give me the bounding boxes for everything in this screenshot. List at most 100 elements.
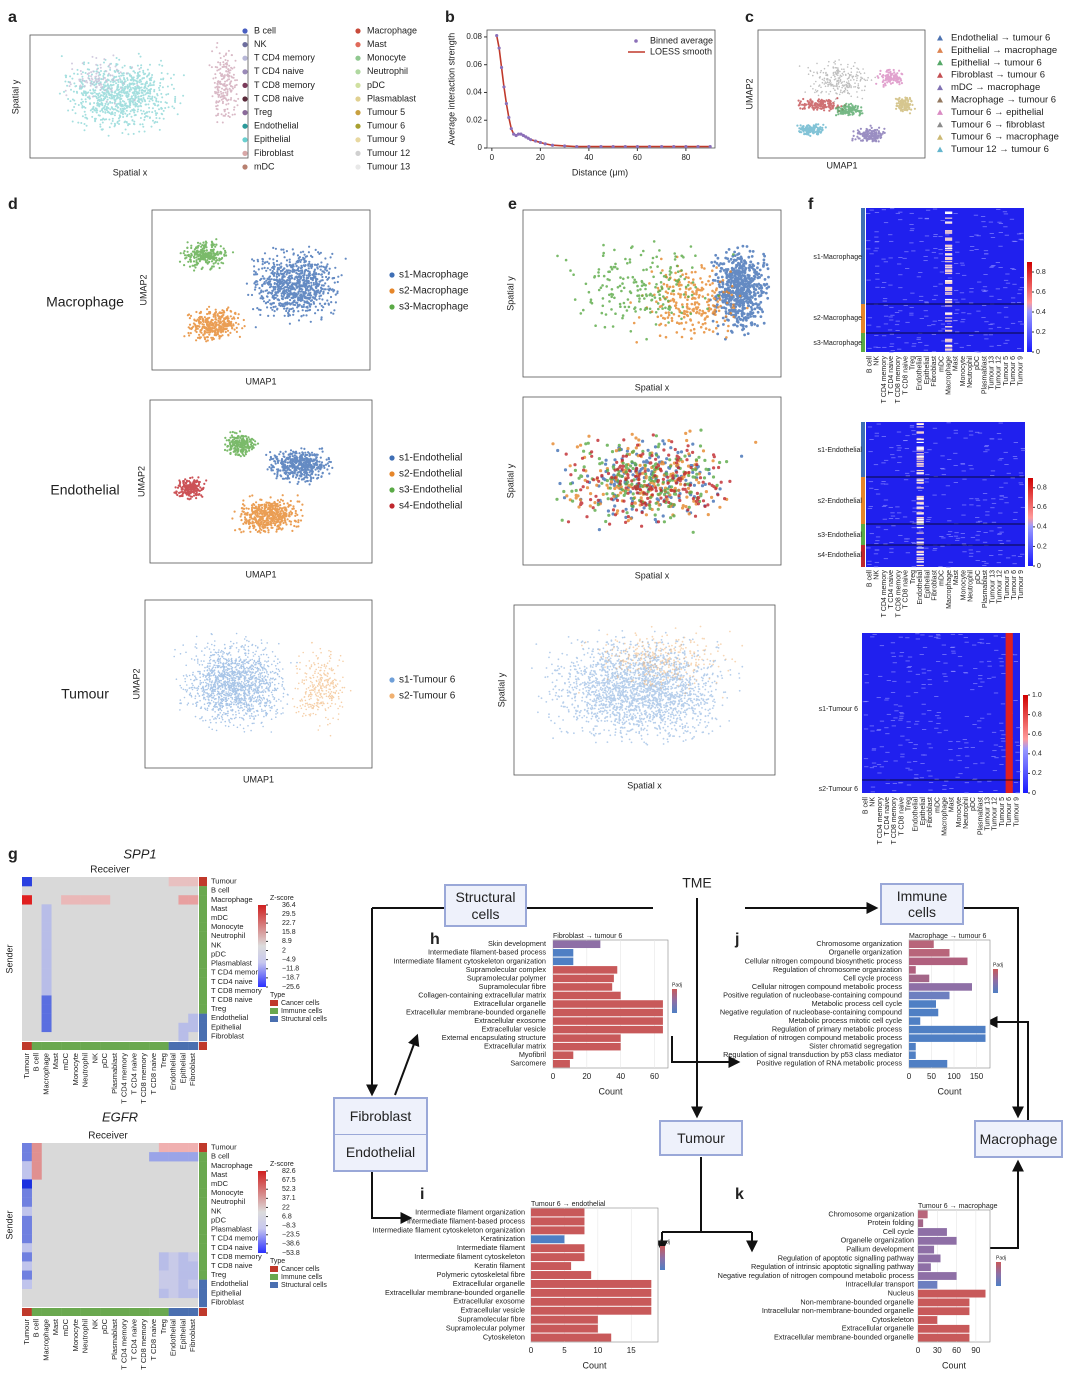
cell-dot xyxy=(866,128,869,131)
cell-dot xyxy=(271,308,274,311)
legend-marker xyxy=(937,59,943,66)
cell-dot xyxy=(266,511,269,514)
cell-dot xyxy=(322,306,325,309)
cell-dot xyxy=(304,309,307,312)
cell-dot xyxy=(143,130,146,133)
cell-dot xyxy=(211,338,214,341)
cell-dot xyxy=(307,264,310,267)
cell-dot xyxy=(836,79,839,82)
cell-dot xyxy=(847,108,851,111)
cell-dot xyxy=(101,128,104,131)
cell-dot xyxy=(326,299,329,302)
cell-dot xyxy=(840,75,843,78)
binned-point xyxy=(575,145,579,149)
cell-dot xyxy=(259,510,262,513)
cell-dot xyxy=(144,112,147,115)
cell-dot xyxy=(259,313,262,316)
cell-dot xyxy=(870,126,873,129)
cell-dot xyxy=(92,88,95,91)
cell-dot xyxy=(302,258,305,261)
cell-dot xyxy=(233,312,236,315)
cell-dot xyxy=(848,73,851,76)
cell-dot xyxy=(843,109,846,112)
cell-dot xyxy=(344,257,347,260)
cell-dot xyxy=(98,78,101,81)
cell-dot xyxy=(214,329,217,332)
cell-dot xyxy=(327,458,331,461)
cell-dot xyxy=(76,91,79,94)
cell-dot xyxy=(116,106,119,109)
cell-dot xyxy=(219,245,222,248)
cell-dot xyxy=(96,97,98,100)
cell-dot xyxy=(301,309,304,312)
cell-dot xyxy=(263,507,266,511)
cell-dot xyxy=(860,76,862,79)
cell-dot xyxy=(223,110,226,113)
binned-point xyxy=(514,133,518,138)
cell-dot xyxy=(296,458,299,461)
cell-dot xyxy=(809,134,812,137)
cell-dot xyxy=(136,77,139,80)
cell-dot xyxy=(128,101,131,104)
cell-dot xyxy=(851,75,853,78)
cell-dot xyxy=(111,101,114,104)
cell-dot xyxy=(280,282,283,285)
cell-dot xyxy=(292,313,295,316)
cell-dot xyxy=(275,259,279,263)
cell-dot xyxy=(208,64,211,67)
cell-dot xyxy=(911,103,914,106)
legend-label: NK xyxy=(254,39,267,49)
cell-dot xyxy=(189,256,192,259)
cell-dot xyxy=(850,79,852,81)
cell-dot xyxy=(204,252,207,255)
cell-dot xyxy=(336,280,339,284)
cell-dot xyxy=(143,116,146,119)
cell-dot xyxy=(125,109,128,112)
cell-dot xyxy=(278,501,281,504)
cell-dot xyxy=(820,101,823,104)
cell-dot xyxy=(274,247,277,250)
cell-dot xyxy=(898,83,901,86)
cell-dot xyxy=(320,273,323,276)
cell-dot xyxy=(304,255,307,258)
cell-dot xyxy=(312,281,315,285)
cell-dot xyxy=(111,120,114,122)
cell-dot xyxy=(113,95,115,98)
cell-dot xyxy=(320,265,323,268)
cell-dot xyxy=(208,333,211,336)
cell-dot xyxy=(123,104,126,107)
cell-dot xyxy=(311,265,314,268)
cell-dot xyxy=(334,301,337,304)
cell-dot xyxy=(316,309,320,312)
cell-dot xyxy=(188,258,192,261)
cell-dot xyxy=(336,292,339,295)
cell-dot xyxy=(311,469,314,472)
cell-dot xyxy=(308,292,311,295)
cell-dot xyxy=(104,77,106,79)
cell-dot xyxy=(879,132,882,135)
cell-dot xyxy=(300,447,303,450)
cell-dot xyxy=(231,326,234,330)
cell-dot xyxy=(135,92,138,95)
cell-dot xyxy=(817,98,821,101)
cell-dot xyxy=(133,82,136,85)
cell-dot xyxy=(854,86,857,88)
cell-dot xyxy=(119,81,122,83)
cell-dot xyxy=(104,108,107,111)
cell-dot xyxy=(132,103,135,106)
cell-dot xyxy=(320,318,323,321)
cell-dot xyxy=(224,85,227,88)
cell-dot xyxy=(242,318,245,322)
cell-dot xyxy=(157,100,160,103)
cell-dot xyxy=(253,525,256,528)
cell-dot xyxy=(279,474,282,477)
cell-dot xyxy=(91,115,94,118)
cell-dot xyxy=(88,95,91,98)
cell-dot xyxy=(87,62,90,64)
cell-dot xyxy=(832,67,835,69)
cell-dot xyxy=(874,76,876,79)
cell-dot xyxy=(274,285,277,288)
legend-marker xyxy=(355,123,361,129)
cell-dot xyxy=(847,114,850,117)
cell-dot xyxy=(193,251,196,254)
